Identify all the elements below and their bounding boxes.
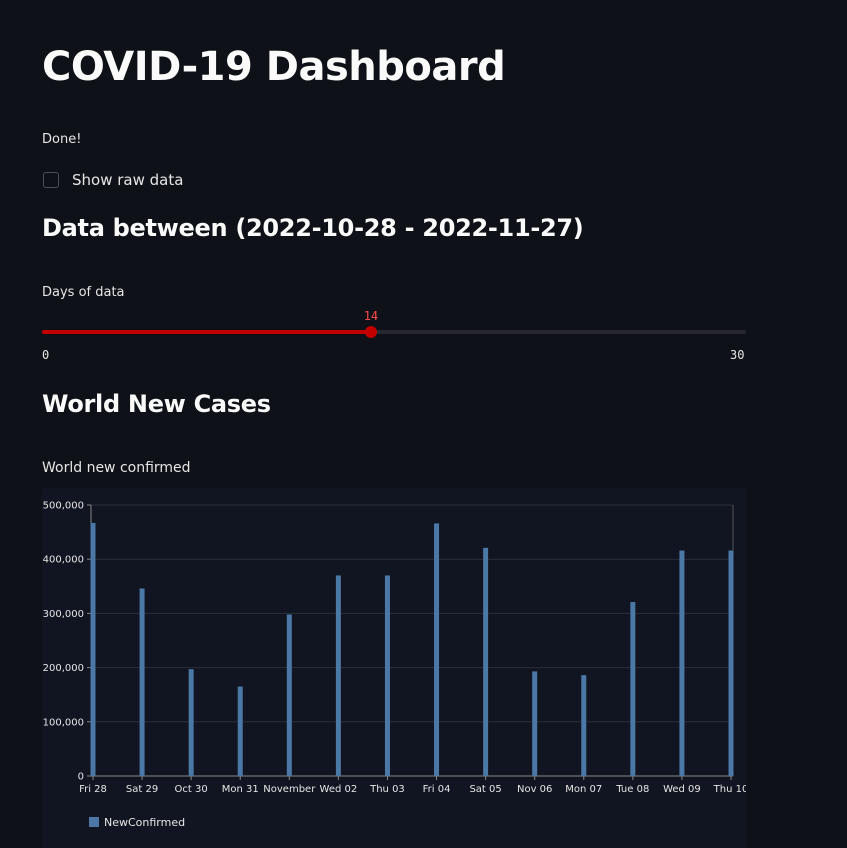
x-tick-label: Mon 31 (222, 784, 259, 795)
bar (630, 602, 636, 776)
bar (139, 588, 145, 776)
x-tick-label: Mon 07 (565, 784, 602, 795)
status-text: Done! (42, 132, 82, 147)
bar (581, 675, 587, 776)
checkbox-box[interactable] (43, 172, 59, 188)
x-tick-label: November (263, 784, 316, 795)
x-tick-label: Sat 29 (126, 784, 158, 795)
y-tick-label: 0 (78, 772, 84, 783)
y-tick-label: 300,000 (43, 609, 84, 620)
y-tick-label: 100,000 (43, 717, 84, 728)
bar (286, 614, 292, 776)
page-title: COVID-19 Dashboard (42, 44, 506, 90)
bar (728, 550, 734, 776)
x-tick-label: Sat 05 (469, 784, 501, 795)
y-tick-label: 200,000 (43, 663, 84, 674)
bar (532, 671, 538, 776)
x-tick-label: Thu 03 (369, 784, 405, 795)
days-slider[interactable]: 14 (42, 309, 746, 344)
show-raw-data-checkbox[interactable]: Show raw data (42, 169, 183, 191)
x-tick-label: Nov 06 (517, 784, 552, 795)
y-tick-label: 400,000 (43, 555, 84, 566)
x-tick-label: Thu 10 (713, 784, 746, 795)
x-tick-label: Fri 04 (423, 784, 451, 795)
bar (188, 669, 194, 776)
bar (679, 550, 685, 776)
bar (237, 686, 243, 776)
slider-fill (42, 330, 371, 334)
slider-track[interactable] (42, 330, 746, 334)
slider-thumb[interactable] (364, 326, 377, 338)
x-tick-label: Tue 08 (615, 784, 649, 795)
bar (434, 523, 440, 776)
chart-svg: 0 100,000 200,000 300,000 400,000 500,000 Fri … (43, 501, 746, 830)
slider-label: Days of data (42, 285, 125, 300)
slider-min-label: 0 (42, 348, 50, 362)
x-tick-label: Wed 09 (663, 784, 701, 795)
x-tick-label: Wed 02 (320, 784, 358, 795)
slider-value: 14 (363, 309, 379, 323)
date-range-heading: Data between (2022-10-28 - 2022-11-27) (42, 214, 584, 242)
x-tick-label: Fri 28 (79, 784, 107, 795)
y-tick-label: 500,000 (43, 501, 84, 512)
section-heading: World New Cases (42, 390, 271, 418)
legend-label: NewConfirmed (104, 816, 185, 829)
bar-chart: 0 100,000 200,000 300,000 400,000 500,000 Fri … (42, 488, 746, 848)
x-tick-label: Oct 30 (175, 784, 208, 795)
bar (483, 547, 489, 776)
chart-title: World new confirmed (42, 460, 191, 476)
bar (384, 575, 390, 776)
bar (90, 522, 96, 776)
legend-swatch (89, 817, 99, 827)
checkbox-label: Show raw data (72, 171, 184, 189)
slider-max-label: 30 (730, 348, 745, 362)
bar (335, 575, 341, 776)
